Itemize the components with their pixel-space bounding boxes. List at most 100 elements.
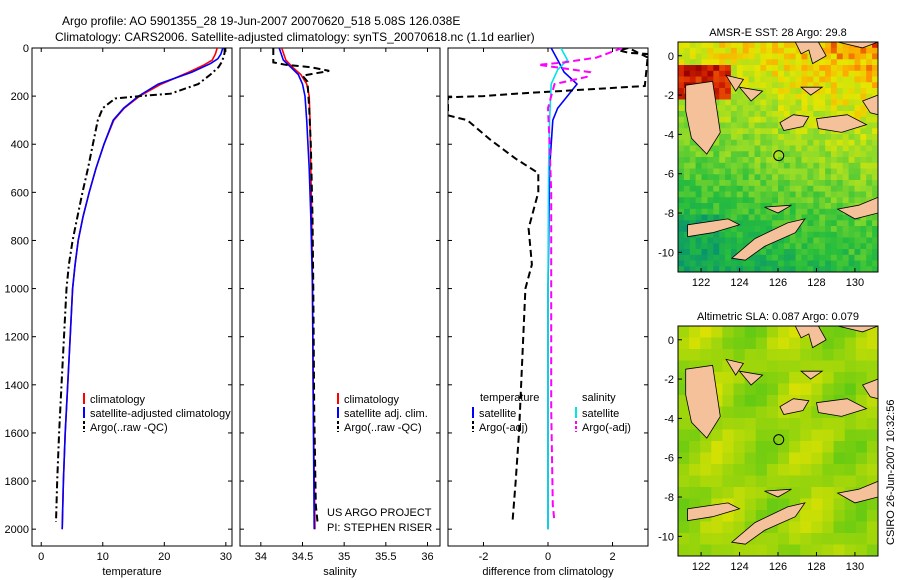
sst-map-cell bbox=[872, 162, 878, 170]
sla-map-cell bbox=[722, 441, 735, 454]
sst-map-cell bbox=[783, 254, 791, 262]
sst-map-cell bbox=[807, 185, 814, 193]
sst-map-cell bbox=[836, 214, 844, 221]
sst-map-cell bbox=[772, 53, 779, 60]
sst-map-cell bbox=[701, 231, 708, 239]
sst-map-cell bbox=[742, 134, 750, 141]
sla-map-cell bbox=[733, 544, 746, 556]
sla-map-island bbox=[738, 370, 764, 386]
temperature-legend-label: Argo(..raw -QC) bbox=[90, 422, 168, 434]
sst-map-cell bbox=[748, 65, 756, 72]
sst-map-cell bbox=[848, 185, 856, 193]
sst-map-cell bbox=[825, 180, 832, 187]
sst-map-cell bbox=[842, 180, 850, 187]
sst-map-cell bbox=[760, 145, 767, 152]
sla-map-cell bbox=[789, 475, 801, 488]
sst-map-cell bbox=[689, 254, 697, 262]
sla-map-cell bbox=[733, 395, 746, 408]
sla-map-cell bbox=[689, 533, 701, 546]
sst-map-cell bbox=[683, 134, 691, 141]
sst-map-island bbox=[687, 218, 741, 238]
sla-map-cell bbox=[744, 487, 757, 500]
sst-map-cell bbox=[742, 76, 750, 83]
sst-map-cell bbox=[854, 59, 861, 66]
difference-legend-label: satellite bbox=[479, 408, 516, 420]
sst-map-cell bbox=[795, 105, 803, 112]
sst-map-cell bbox=[836, 53, 844, 60]
sst-map-cell bbox=[813, 157, 820, 164]
sst-map-cell bbox=[707, 243, 714, 250]
sla-map-cell bbox=[800, 510, 812, 523]
sla-map-cell bbox=[711, 533, 723, 546]
sst-map-cell bbox=[736, 116, 744, 124]
sst-map-cell bbox=[766, 111, 773, 118]
sst-map-cell bbox=[836, 226, 844, 233]
sst-map-cell bbox=[689, 260, 697, 267]
sla-map-cell bbox=[700, 521, 712, 534]
sst-map-cell bbox=[860, 249, 867, 256]
sla-map-cell bbox=[844, 326, 857, 339]
sst-map-cell bbox=[795, 47, 803, 55]
sla-map-cell bbox=[800, 372, 812, 385]
sst-map-cell bbox=[819, 174, 826, 181]
sla-map-cell bbox=[800, 349, 812, 362]
sst-map-xtick-label: 128 bbox=[807, 277, 825, 289]
sst-map-cell bbox=[854, 88, 861, 95]
sst-map-cell bbox=[719, 151, 726, 158]
sst-map-cell bbox=[836, 59, 844, 66]
sst-map-cell bbox=[748, 157, 756, 164]
sst-map-cell bbox=[783, 65, 791, 72]
sst-map-cell bbox=[795, 243, 803, 250]
sst-map-cell bbox=[713, 76, 720, 83]
sst-map-cell bbox=[754, 59, 761, 66]
sla-map-cell bbox=[711, 510, 723, 523]
sla-map-cell bbox=[700, 544, 712, 556]
sla-map-island bbox=[779, 398, 810, 415]
sla-map-cell bbox=[833, 337, 846, 350]
sst-map-cell bbox=[783, 53, 791, 60]
sst-map-cell bbox=[848, 260, 856, 267]
sst-map-cell bbox=[760, 203, 767, 210]
sst-map-cell bbox=[854, 226, 861, 233]
sla-map-cell bbox=[766, 383, 779, 396]
sst-map-cell bbox=[848, 145, 856, 152]
sst-map-cell bbox=[801, 93, 808, 101]
sst-map-cell bbox=[789, 174, 797, 181]
sst-map-cell bbox=[795, 59, 803, 66]
sla-map-cell bbox=[822, 475, 835, 488]
sla-map-cell bbox=[833, 441, 846, 454]
sst-map-cell bbox=[842, 185, 850, 193]
sst-map-cell bbox=[748, 122, 756, 129]
sla-map-xtick-label: 130 bbox=[846, 561, 864, 573]
sst-map-cell bbox=[754, 231, 761, 239]
sst-map-cell bbox=[813, 65, 820, 72]
sst-map-cell bbox=[701, 42, 708, 49]
sst-map-cell bbox=[813, 70, 820, 78]
sst-map-cell bbox=[748, 139, 756, 147]
sst-map-cell bbox=[742, 93, 750, 101]
sst-map-cell bbox=[860, 231, 867, 239]
sst-map-cell bbox=[742, 145, 750, 152]
sst-map-cell bbox=[766, 105, 773, 112]
sst-map-cell bbox=[754, 53, 761, 60]
sla-map-cell bbox=[822, 372, 835, 385]
sst-map-cell bbox=[866, 59, 873, 66]
sst-map-cell bbox=[783, 191, 791, 198]
sst-map-cell bbox=[689, 139, 697, 147]
sst-map-cell bbox=[842, 99, 850, 106]
sst-map-cell bbox=[848, 266, 856, 272]
sst-map-cell bbox=[801, 174, 808, 181]
sst-map-cell bbox=[742, 65, 750, 72]
temperature-ytick-label: 2000 bbox=[5, 524, 29, 536]
sst-map-cell bbox=[748, 185, 756, 193]
sst-map-cell bbox=[854, 174, 861, 181]
sst-map-cell bbox=[725, 260, 732, 267]
sst-map-cell bbox=[860, 237, 867, 244]
sst-map-cell bbox=[836, 151, 844, 158]
temperature-ytick-label: 0 bbox=[23, 43, 29, 55]
sla-map-cell bbox=[711, 349, 723, 362]
sla-map-cell bbox=[811, 395, 823, 408]
sst-map-cell bbox=[819, 220, 826, 227]
sst-map-cell bbox=[754, 82, 761, 89]
sst-map-cell bbox=[801, 231, 808, 239]
